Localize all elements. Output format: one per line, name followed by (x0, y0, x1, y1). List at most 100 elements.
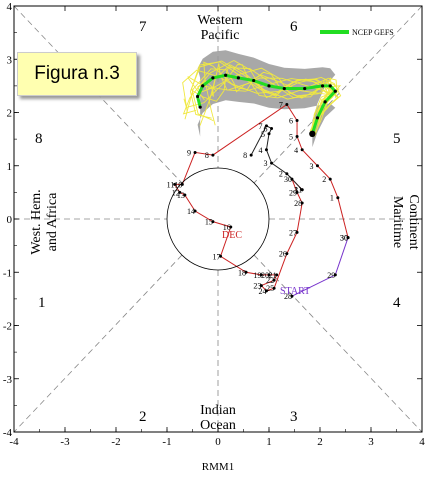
region-right-line2: Continent (406, 194, 421, 249)
x-tick-label: -2 (111, 436, 120, 448)
dec-day-label: 1 (330, 194, 334, 203)
phase-1-label: 1 (38, 295, 46, 311)
forecast-point (282, 86, 286, 91)
forecast-point (196, 94, 200, 99)
dec-day-label: 17 (213, 252, 221, 261)
forecast-point (198, 105, 202, 109)
dec-day-label: 19 (253, 271, 261, 280)
jan-day-label: 6 (264, 124, 268, 133)
jan-point (285, 172, 289, 176)
forecast-point (328, 84, 332, 88)
y-tick-label: 1 (7, 161, 13, 173)
nov-point (290, 294, 294, 298)
dec-day-label: 24 (258, 287, 266, 296)
dec-day-label: 30 (284, 175, 292, 184)
dec-point (285, 103, 289, 107)
dec-day-label: 15 (205, 218, 213, 227)
dec-point (290, 177, 294, 181)
x-tick-label: -4 (9, 436, 19, 448)
dec-day-label: 14 (187, 207, 195, 216)
region-top-line2: Pacific (201, 28, 240, 43)
legend-label: NCEP GEFS (352, 28, 394, 37)
dec-day-label: 25 (266, 284, 274, 293)
dec-point (295, 190, 299, 194)
region-left-line2: and Africa (45, 192, 60, 251)
dec-point (315, 164, 319, 168)
dec-point (300, 201, 304, 205)
dec-day-label: 11 (167, 180, 175, 189)
x-tick-label: 3 (368, 436, 374, 448)
y-tick-label: -2 (3, 321, 12, 333)
region-left-line1: West. Hem. (29, 189, 44, 254)
dec-day-label: 29 (289, 188, 297, 197)
dec-point (211, 153, 215, 157)
dec-point (229, 225, 233, 229)
jan-point (270, 126, 274, 130)
dec-point (295, 118, 299, 122)
jan-day-label: 2 (279, 170, 283, 179)
dec-day-label: 23 (253, 282, 261, 291)
jan-point (264, 124, 268, 128)
dec-day-label: 3 (309, 162, 313, 171)
spread-polygon (197, 50, 336, 148)
jan-day-label: 4 (258, 146, 262, 155)
dec-day-label: 7 (279, 101, 283, 110)
forecast-point (224, 73, 228, 77)
nov-day-label: 30 (340, 234, 348, 243)
jan-day-label: 1 (294, 186, 298, 195)
dec-point (244, 270, 248, 274)
dec-point (259, 284, 263, 288)
forecast-start-point (309, 130, 316, 137)
dec-day-label: 10 (174, 180, 182, 189)
dec-day-label: 12 (172, 188, 180, 197)
x-tick-label: -1 (162, 436, 171, 448)
y-tick-label: -4 (3, 427, 13, 439)
phase-7-label: 7 (139, 19, 147, 35)
jan-point (300, 188, 304, 192)
region-right-line1: Maritime (390, 196, 405, 248)
nov-point (333, 273, 337, 277)
dec-point (264, 289, 268, 293)
dec-point (267, 273, 271, 277)
dec-point (193, 209, 197, 213)
ensemble-member-line (189, 60, 339, 131)
dec-day-label: 2 (322, 175, 326, 184)
dec-point (259, 273, 263, 277)
phase-4-label: 4 (393, 295, 401, 311)
x-axis-title: RMM1 (202, 461, 234, 473)
dec-day-label: 30 (340, 234, 348, 243)
x-tick-label: 4 (419, 436, 425, 448)
dec-annotation: DEC (222, 230, 242, 241)
dec-point (173, 182, 177, 186)
ensemble-member-tracks (182, 59, 342, 138)
dec-point (275, 273, 279, 277)
dec-point (295, 230, 299, 234)
dec-day-label: 31 (294, 186, 302, 195)
dec-point (328, 177, 332, 181)
region-bottom-line2: Ocean (200, 418, 236, 433)
y-tick-label: 0 (7, 214, 13, 226)
jan-day-label: 8 (243, 151, 247, 160)
forecast-point (315, 116, 320, 120)
forecast-point (267, 84, 271, 88)
y-tick-label: 2 (7, 108, 13, 120)
observed-day-markers (173, 103, 350, 298)
forecast-mean-line (196, 73, 338, 135)
x-tick-label: 0 (215, 436, 221, 448)
dec-point (193, 150, 197, 154)
forecast-point (303, 86, 307, 91)
dec-line (173, 103, 349, 292)
dec-point (336, 196, 340, 200)
dec-day-label: 4 (294, 146, 298, 155)
dec-day-label: 13 (177, 191, 185, 200)
dec-point (285, 252, 289, 256)
divider-sw (13, 254, 183, 433)
region-top-line1: Western (197, 13, 243, 28)
y-tick-label: 4 (7, 1, 13, 13)
x-tick-label: -3 (60, 436, 70, 448)
dec-day-label: 27 (289, 228, 297, 237)
jan-point (270, 161, 274, 165)
dec-day-label: 6 (289, 116, 293, 125)
forecast-point (320, 84, 325, 88)
